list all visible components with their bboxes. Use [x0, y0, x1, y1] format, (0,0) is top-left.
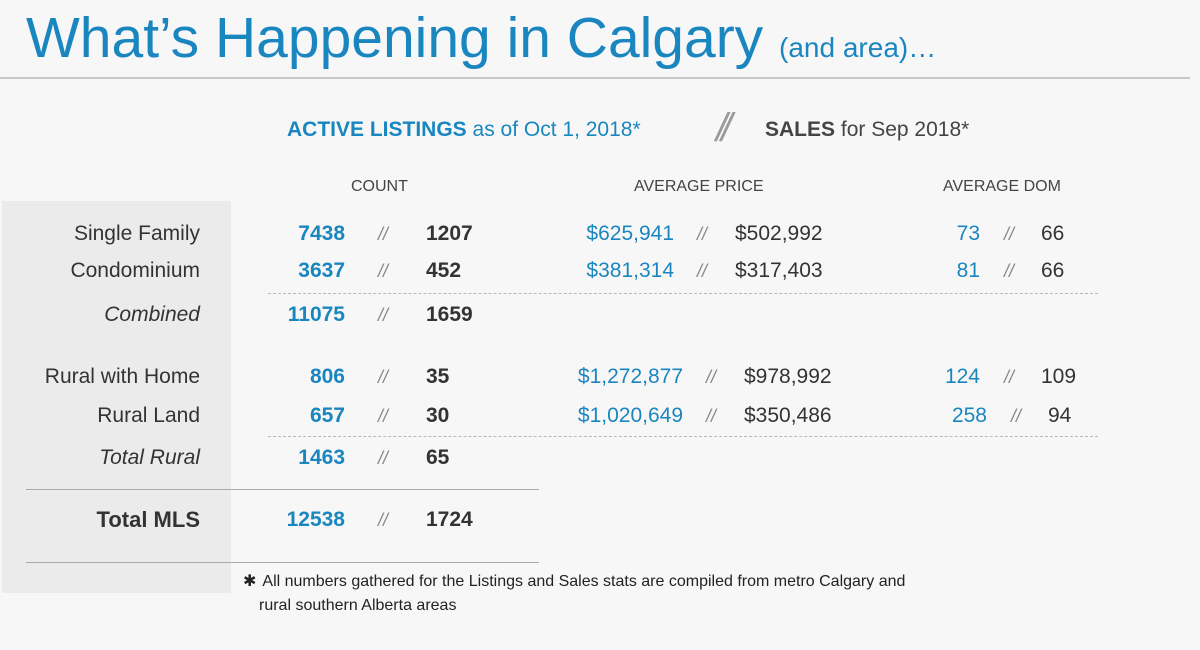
- asterisk-icon: ✱: [243, 573, 257, 590]
- separator: //: [706, 406, 717, 426]
- dom-sales: 109: [1041, 365, 1077, 388]
- page-title-suffix: (and area)…: [779, 32, 937, 63]
- count-active: 11075: [287, 303, 345, 326]
- separator: //: [1011, 406, 1022, 426]
- separator: //: [378, 448, 389, 468]
- count-sales: 35: [426, 365, 450, 388]
- price-sales: $350,486: [744, 404, 832, 427]
- count-active: 12538: [286, 508, 345, 531]
- dom-sales: 94: [1048, 404, 1072, 427]
- count-active: 7438: [298, 222, 345, 245]
- count-active: 806: [309, 365, 345, 388]
- count-active: 3637: [298, 259, 345, 282]
- total-divider-top: [26, 489, 539, 490]
- dom-active: 73: [956, 222, 980, 245]
- dom-sales: 66: [1041, 222, 1065, 245]
- price-sales: $978,992: [744, 365, 832, 388]
- active-listings-date: as of Oct 1, 2018*: [472, 118, 641, 141]
- dashed-divider: [268, 436, 1098, 437]
- separator: //: [378, 406, 389, 426]
- column-header-price: AVERAGE PRICE: [634, 178, 764, 195]
- column-header-dom: AVERAGE DOM: [943, 178, 1061, 195]
- table-row: Condominium 3637 // 452 $381,314 // $317…: [0, 256, 1200, 286]
- footnote-text-1: All numbers gathered for the Listings an…: [262, 573, 906, 590]
- footnote-line-1: ✱ All numbers gathered for the Listings a…: [243, 570, 905, 594]
- count-sales: 1207: [426, 222, 473, 245]
- sales-heading: SALES for Sep 2018*: [765, 117, 969, 143]
- label-column-band: [2, 201, 231, 593]
- separator: //: [378, 305, 389, 325]
- table-row: Total MLS 12538 // 1724: [0, 505, 1200, 535]
- row-label: Combined: [104, 303, 200, 326]
- separator: //: [378, 224, 389, 244]
- table-row: Combined 11075 // 1659: [0, 300, 1200, 330]
- separator: //: [697, 224, 708, 244]
- separator: //: [706, 367, 717, 387]
- count-sales: 1724: [426, 508, 473, 531]
- sales-label: SALES: [765, 118, 836, 141]
- price-active: $625,941: [586, 222, 674, 245]
- separator: //: [1004, 367, 1015, 387]
- separator: //: [378, 510, 389, 530]
- sales-date: for Sep 2018*: [840, 118, 970, 141]
- row-label: Single Family: [73, 222, 200, 245]
- count-sales: 1659: [426, 303, 473, 326]
- dom-active: 124: [944, 365, 980, 388]
- separator: //: [1004, 261, 1015, 281]
- table-row: Total Rural 1463 // 65: [0, 443, 1200, 473]
- table-row: Rural Land 657 // 30 $1,020,649 // $350,…: [0, 401, 1200, 431]
- count-active: 657: [309, 404, 345, 427]
- active-listings-label: ACTIVE LISTINGS: [287, 118, 467, 141]
- total-divider-bottom: [26, 562, 539, 563]
- count-sales: 452: [426, 259, 462, 282]
- row-label: Rural with Home: [44, 365, 200, 388]
- separator: //: [697, 261, 708, 281]
- dom-active: 81: [956, 259, 980, 282]
- active-listings-heading: ACTIVE LISTINGS as of Oct 1, 2018*: [287, 117, 641, 143]
- separator: //: [378, 261, 389, 281]
- row-label: Rural Land: [97, 404, 200, 427]
- separator: //: [1004, 224, 1015, 244]
- price-sales: $317,403: [735, 259, 823, 282]
- dom-sales: 66: [1041, 259, 1065, 282]
- row-label: Total MLS: [96, 507, 200, 532]
- title-divider: [0, 77, 1190, 79]
- footnote: ✱ All numbers gathered for the Listings a…: [243, 570, 905, 618]
- table-row: Rural with Home 806 // 35 $1,272,877 // …: [0, 362, 1200, 392]
- page-title: What’s Happening in Calgary (and area)…: [26, 2, 936, 84]
- table-row: Single Family 7438 // 1207 $625,941 // $…: [0, 219, 1200, 249]
- count-active: 1463: [298, 446, 345, 469]
- row-label: Condominium: [70, 259, 200, 282]
- footnote-line-2: rural southern Alberta areas: [259, 597, 457, 614]
- heading-divider: //: [716, 106, 732, 150]
- price-active: $1,272,877: [577, 365, 683, 388]
- row-label: Total Rural: [99, 446, 200, 469]
- column-header-count: COUNT: [351, 178, 408, 195]
- price-active: $381,314: [586, 259, 674, 282]
- separator: //: [378, 367, 389, 387]
- price-sales: $502,992: [735, 222, 823, 245]
- dashed-divider: [268, 293, 1098, 294]
- count-sales: 30: [426, 404, 450, 427]
- page-title-main: What’s Happening in Calgary: [26, 6, 764, 70]
- count-sales: 65: [426, 446, 450, 469]
- price-active: $1,020,649: [577, 404, 683, 427]
- dom-active: 258: [951, 404, 987, 427]
